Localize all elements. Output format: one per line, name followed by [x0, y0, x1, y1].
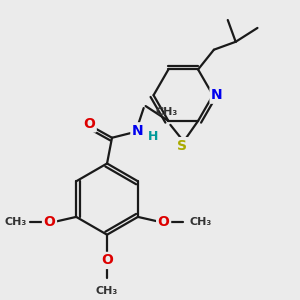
Text: CH₃: CH₃: [155, 107, 178, 117]
Text: N: N: [132, 124, 143, 138]
Text: O: O: [158, 215, 170, 229]
Text: O: O: [44, 215, 56, 229]
Text: CH₃: CH₃: [96, 286, 118, 296]
Text: H: H: [147, 130, 158, 143]
Text: S: S: [177, 139, 187, 153]
Text: O: O: [101, 254, 113, 267]
Text: CH₃: CH₃: [4, 217, 27, 227]
Text: O: O: [83, 117, 95, 131]
Text: CH₃: CH₃: [189, 217, 212, 227]
Text: N: N: [211, 88, 223, 102]
